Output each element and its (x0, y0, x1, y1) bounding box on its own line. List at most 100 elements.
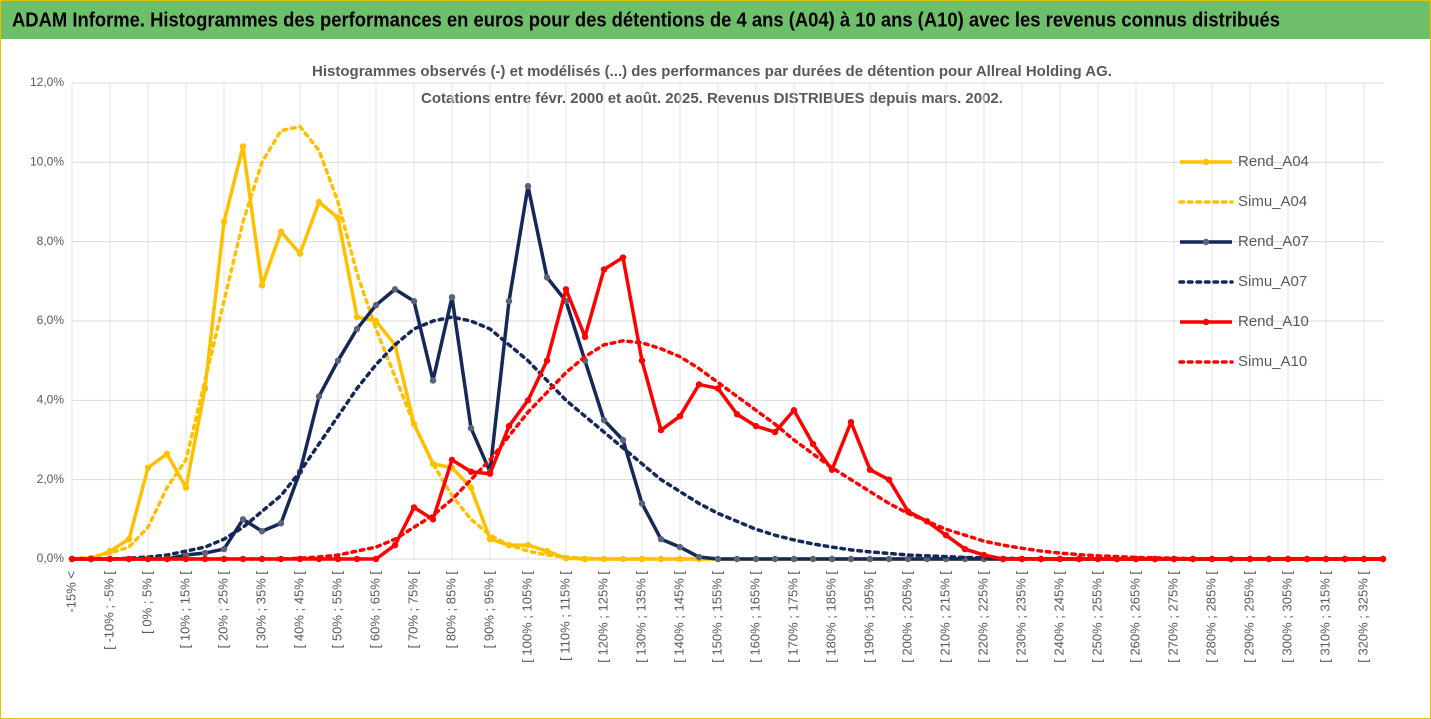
data-point (524, 541, 532, 549)
x-tick-label: [ 250% ; 255% [ (1089, 571, 1104, 663)
data-point (695, 553, 703, 561)
data-point (1056, 555, 1064, 563)
x-tick-label: [ 210% ; 215% [ (937, 571, 952, 663)
data-point (1037, 555, 1045, 563)
x-tick-label: [ 220% ; 225% [ (975, 571, 990, 663)
x-tick-label: [ 180% ; 185% [ (823, 571, 838, 663)
y-tick-label: 2,0% (37, 472, 65, 486)
data-point (220, 218, 228, 226)
data-point (353, 313, 361, 321)
x-tick-label: [ 60% ; 65% [ (367, 571, 382, 649)
x-tick-label: [ 140% ; 145% [ (671, 571, 686, 663)
header-title: ADAM Informe. Histogrammes des performan… (12, 9, 1280, 31)
data-point (353, 555, 361, 563)
data-point (315, 393, 323, 400)
legend-label: Simu_A04 (1238, 193, 1307, 210)
data-point (752, 422, 760, 430)
data-point (201, 549, 209, 557)
data-point (277, 228, 285, 235)
data-point (714, 385, 722, 392)
data-point (562, 286, 570, 293)
data-point (980, 551, 988, 559)
data-point (524, 182, 532, 190)
data-point (676, 413, 684, 420)
legend-label: Simu_A10 (1238, 353, 1307, 370)
data-point (1018, 555, 1026, 563)
data-point (505, 422, 513, 430)
x-tick-label: [ 10% ; 15% [ (177, 571, 192, 649)
legend-label: Simu_A07 (1238, 273, 1307, 290)
data-point (790, 555, 798, 563)
x-tick-label: [ 290% ; 295% [ (1241, 571, 1256, 663)
data-point (676, 543, 684, 551)
data-point (296, 250, 304, 257)
data-point (904, 555, 912, 563)
data-point (657, 426, 665, 434)
data-point (372, 301, 380, 309)
data-point (942, 532, 950, 539)
data-point (809, 555, 817, 563)
data-point (600, 416, 608, 424)
data-point (809, 440, 817, 448)
x-tick-label: [ 150% ; 155% [ (709, 571, 724, 663)
y-tick-label: 0,0% (37, 551, 65, 565)
x-tick-label: [ 110% ; 115% [ (557, 571, 572, 661)
data-point (486, 470, 494, 477)
data-point (619, 436, 627, 444)
legend-label: Rend_A07 (1238, 233, 1309, 250)
header-bar (1, 1, 1430, 39)
data-point (467, 424, 475, 432)
data-point (467, 468, 475, 475)
data-point (543, 357, 551, 364)
x-tick-label: [ 100% ; 105% [ (519, 571, 534, 663)
x-tick-label: [ 20% ; 25% [ (215, 571, 230, 649)
legend-marker (1202, 318, 1210, 326)
data-point (505, 297, 513, 305)
data-point (182, 484, 190, 491)
x-tick-label: [ 260% ; 265% [ (1127, 571, 1142, 663)
data-point (144, 464, 152, 471)
data-point (334, 357, 342, 364)
data-point (657, 535, 665, 543)
x-tick-label: [ 310% ; 315% [ (1317, 571, 1332, 663)
x-tick-label: [ 280% ; 285% [ (1203, 571, 1218, 663)
data-point (220, 545, 228, 553)
x-tick-label: [ 190% ; 195% [ (861, 571, 876, 663)
data-point (467, 484, 475, 491)
data-point (239, 143, 247, 150)
legend-label: Rend_A10 (1238, 313, 1309, 330)
data-point (410, 504, 418, 511)
x-tick-label: [ 130% ; 135% [ (633, 571, 648, 663)
x-tick-label: [ 240% ; 245% [ (1051, 571, 1066, 663)
x-tick-label: [ 40% ; 45% [ (291, 571, 306, 649)
y-tick-label: 8,0% (37, 234, 65, 248)
legend-marker (1202, 238, 1210, 246)
data-point (885, 476, 893, 483)
x-tick-label: [ -10% ; -5% [ (101, 571, 116, 650)
y-tick-label: 10,0% (30, 155, 64, 169)
x-tick-label: [ 0% ; 5% [ (139, 571, 154, 634)
data-point (258, 528, 266, 535)
x-tick-label: -15% < (63, 571, 78, 613)
x-tick-label: [ 160% ; 165% [ (747, 571, 762, 663)
data-point (334, 214, 342, 222)
data-point (334, 555, 342, 563)
data-point (885, 555, 893, 563)
data-point (619, 254, 627, 261)
data-point (600, 266, 608, 273)
data-point (733, 411, 741, 418)
x-tick-label: [ 70% ; 75% [ (405, 571, 420, 649)
data-point (410, 297, 418, 305)
data-point (866, 555, 874, 563)
data-point (847, 418, 855, 426)
data-point (163, 450, 171, 458)
data-point (999, 555, 1007, 563)
data-point (752, 555, 760, 563)
x-tick-label: [ 90% ; 95% [ (481, 571, 496, 649)
data-point (125, 535, 133, 543)
data-point (828, 555, 836, 563)
x-tick-label: [ 120% ; 125% [ (595, 571, 610, 663)
x-tick-label: [ 320% ; 325% [ (1355, 571, 1370, 663)
